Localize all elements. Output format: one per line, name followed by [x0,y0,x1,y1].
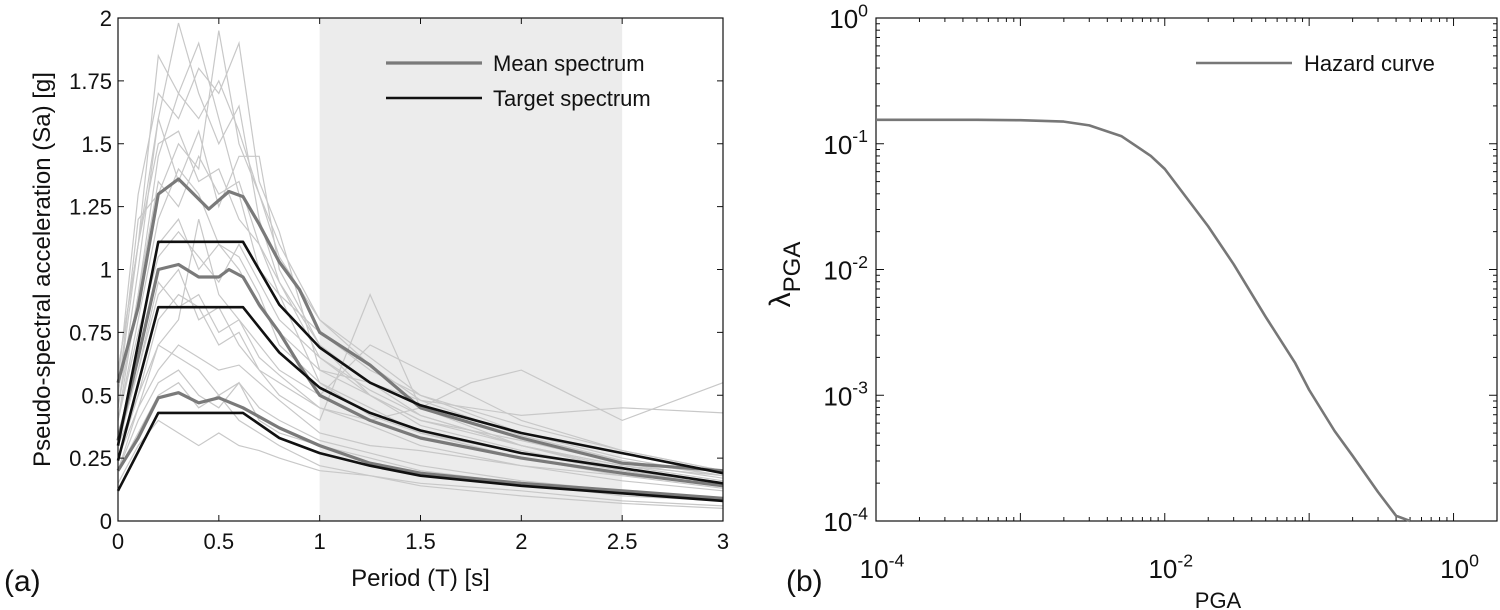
x-tick-label-b: 10-4 [860,550,905,584]
y-tick-label-a: 2 [100,6,112,31]
record-spectrum-0 [117,22,724,477]
y-axis-label-b: λPGA [764,242,806,308]
y-tick-label-b: 10-2 [823,252,868,286]
x-tick-label-a: 0 [112,529,124,554]
record-spectrum-14 [117,344,724,484]
y-tick-label-a: 0.25 [69,446,112,471]
y-tick-label-b-base: 10 [823,256,852,286]
legend-label-target: Target spectrum [493,86,651,111]
y-tick-label-a: 0.75 [69,320,112,345]
panel-label-b: (b) [786,565,823,598]
y-tick-label-b-exponent: -1 [852,126,868,146]
y-tick-label-b-exponent: -2 [852,252,868,272]
record-spectrum-3 [117,218,724,489]
record-spectrum-8 [117,268,724,434]
x-tick-label-b-exponent: 0 [1469,550,1479,570]
x-tick-label-b-exponent: -2 [1177,550,1193,570]
mean-spectrum-line-1 [116,262,724,488]
x-tick-label-a: 1 [314,529,326,554]
record-spectrum-16 [117,280,724,492]
y-tick-label-a: 0 [100,509,112,534]
x-tick-label-a: 2.5 [607,529,638,554]
record-spectrum-11 [117,381,724,507]
y-tick-label-b-base: 10 [823,507,852,537]
y-tick-label-b-exponent: -3 [852,378,868,398]
y-tick-label-a: 1.5 [81,132,112,157]
y-axis-label-a: Pseudo-spectral acceleration (Sa) [g] [29,72,56,467]
target-spectrum-line-0 [116,240,724,475]
y-tick-label-b-exponent: -4 [852,503,868,523]
y-tick-label-a: 1.25 [69,195,112,220]
x-tick-label-b: 100 [1440,550,1479,584]
record-spectrum-7 [117,419,724,509]
x-tick-label-b-base: 10 [860,554,889,584]
record-spectrum-10 [117,219,724,472]
target-spectrum-line-1 [116,305,724,485]
x-tick-label-b-base: 10 [1148,554,1177,584]
legend-label-hazard: Hazard curve [1304,51,1435,76]
y-tick-label-b-base: 10 [829,4,858,34]
y-axis-label-b-subscript: PGA [779,242,806,293]
y-tick-label-b-base: 10 [823,130,852,160]
y-tick-label-b: 10-3 [823,378,868,412]
y-tick-label-b-exponent: 0 [858,0,868,20]
y-tick-label-b: 10-1 [823,126,868,160]
y-tick-label-a: 1 [100,258,112,283]
mean-spectrum-line-0 [116,177,724,473]
mean-spectrum-line-2 [116,391,724,500]
y-tick-label-a: 0.5 [81,383,112,408]
x-axis-label-b: PGA [1195,588,1242,610]
record-spectrum-18 [117,344,724,499]
y-axis-label-b-symbol: λ [764,292,797,307]
x-axis-label-a: Period (T) [s] [351,565,490,592]
legend-label-mean: Mean spectrum [493,51,645,76]
y-tick-label-a: 1.75 [69,69,112,94]
y-tick-label-b: 100 [829,0,868,34]
record-spectrum-19 [117,230,724,484]
x-tick-label-a: 3 [717,529,729,554]
target-spectrum-line-2 [116,411,724,503]
x-tick-label-b-base: 10 [1440,554,1469,584]
shaded-period-region [319,18,623,521]
x-tick-label-a: 2 [515,529,527,554]
record-spectrum-9 [117,40,724,484]
axes-box-b [875,17,1498,522]
x-tick-label-b-exponent: -4 [889,550,905,570]
x-tick-label-b: 10-2 [1148,550,1193,584]
x-tick-label-a: 1.5 [405,529,436,554]
y-tick-label-b-base: 10 [823,381,852,411]
hazard-curve-line [876,118,1411,523]
y-tick-label-b: 10-4 [823,503,868,537]
x-tick-label-a: 0.5 [204,529,235,554]
panel-label-a: (a) [4,565,41,598]
